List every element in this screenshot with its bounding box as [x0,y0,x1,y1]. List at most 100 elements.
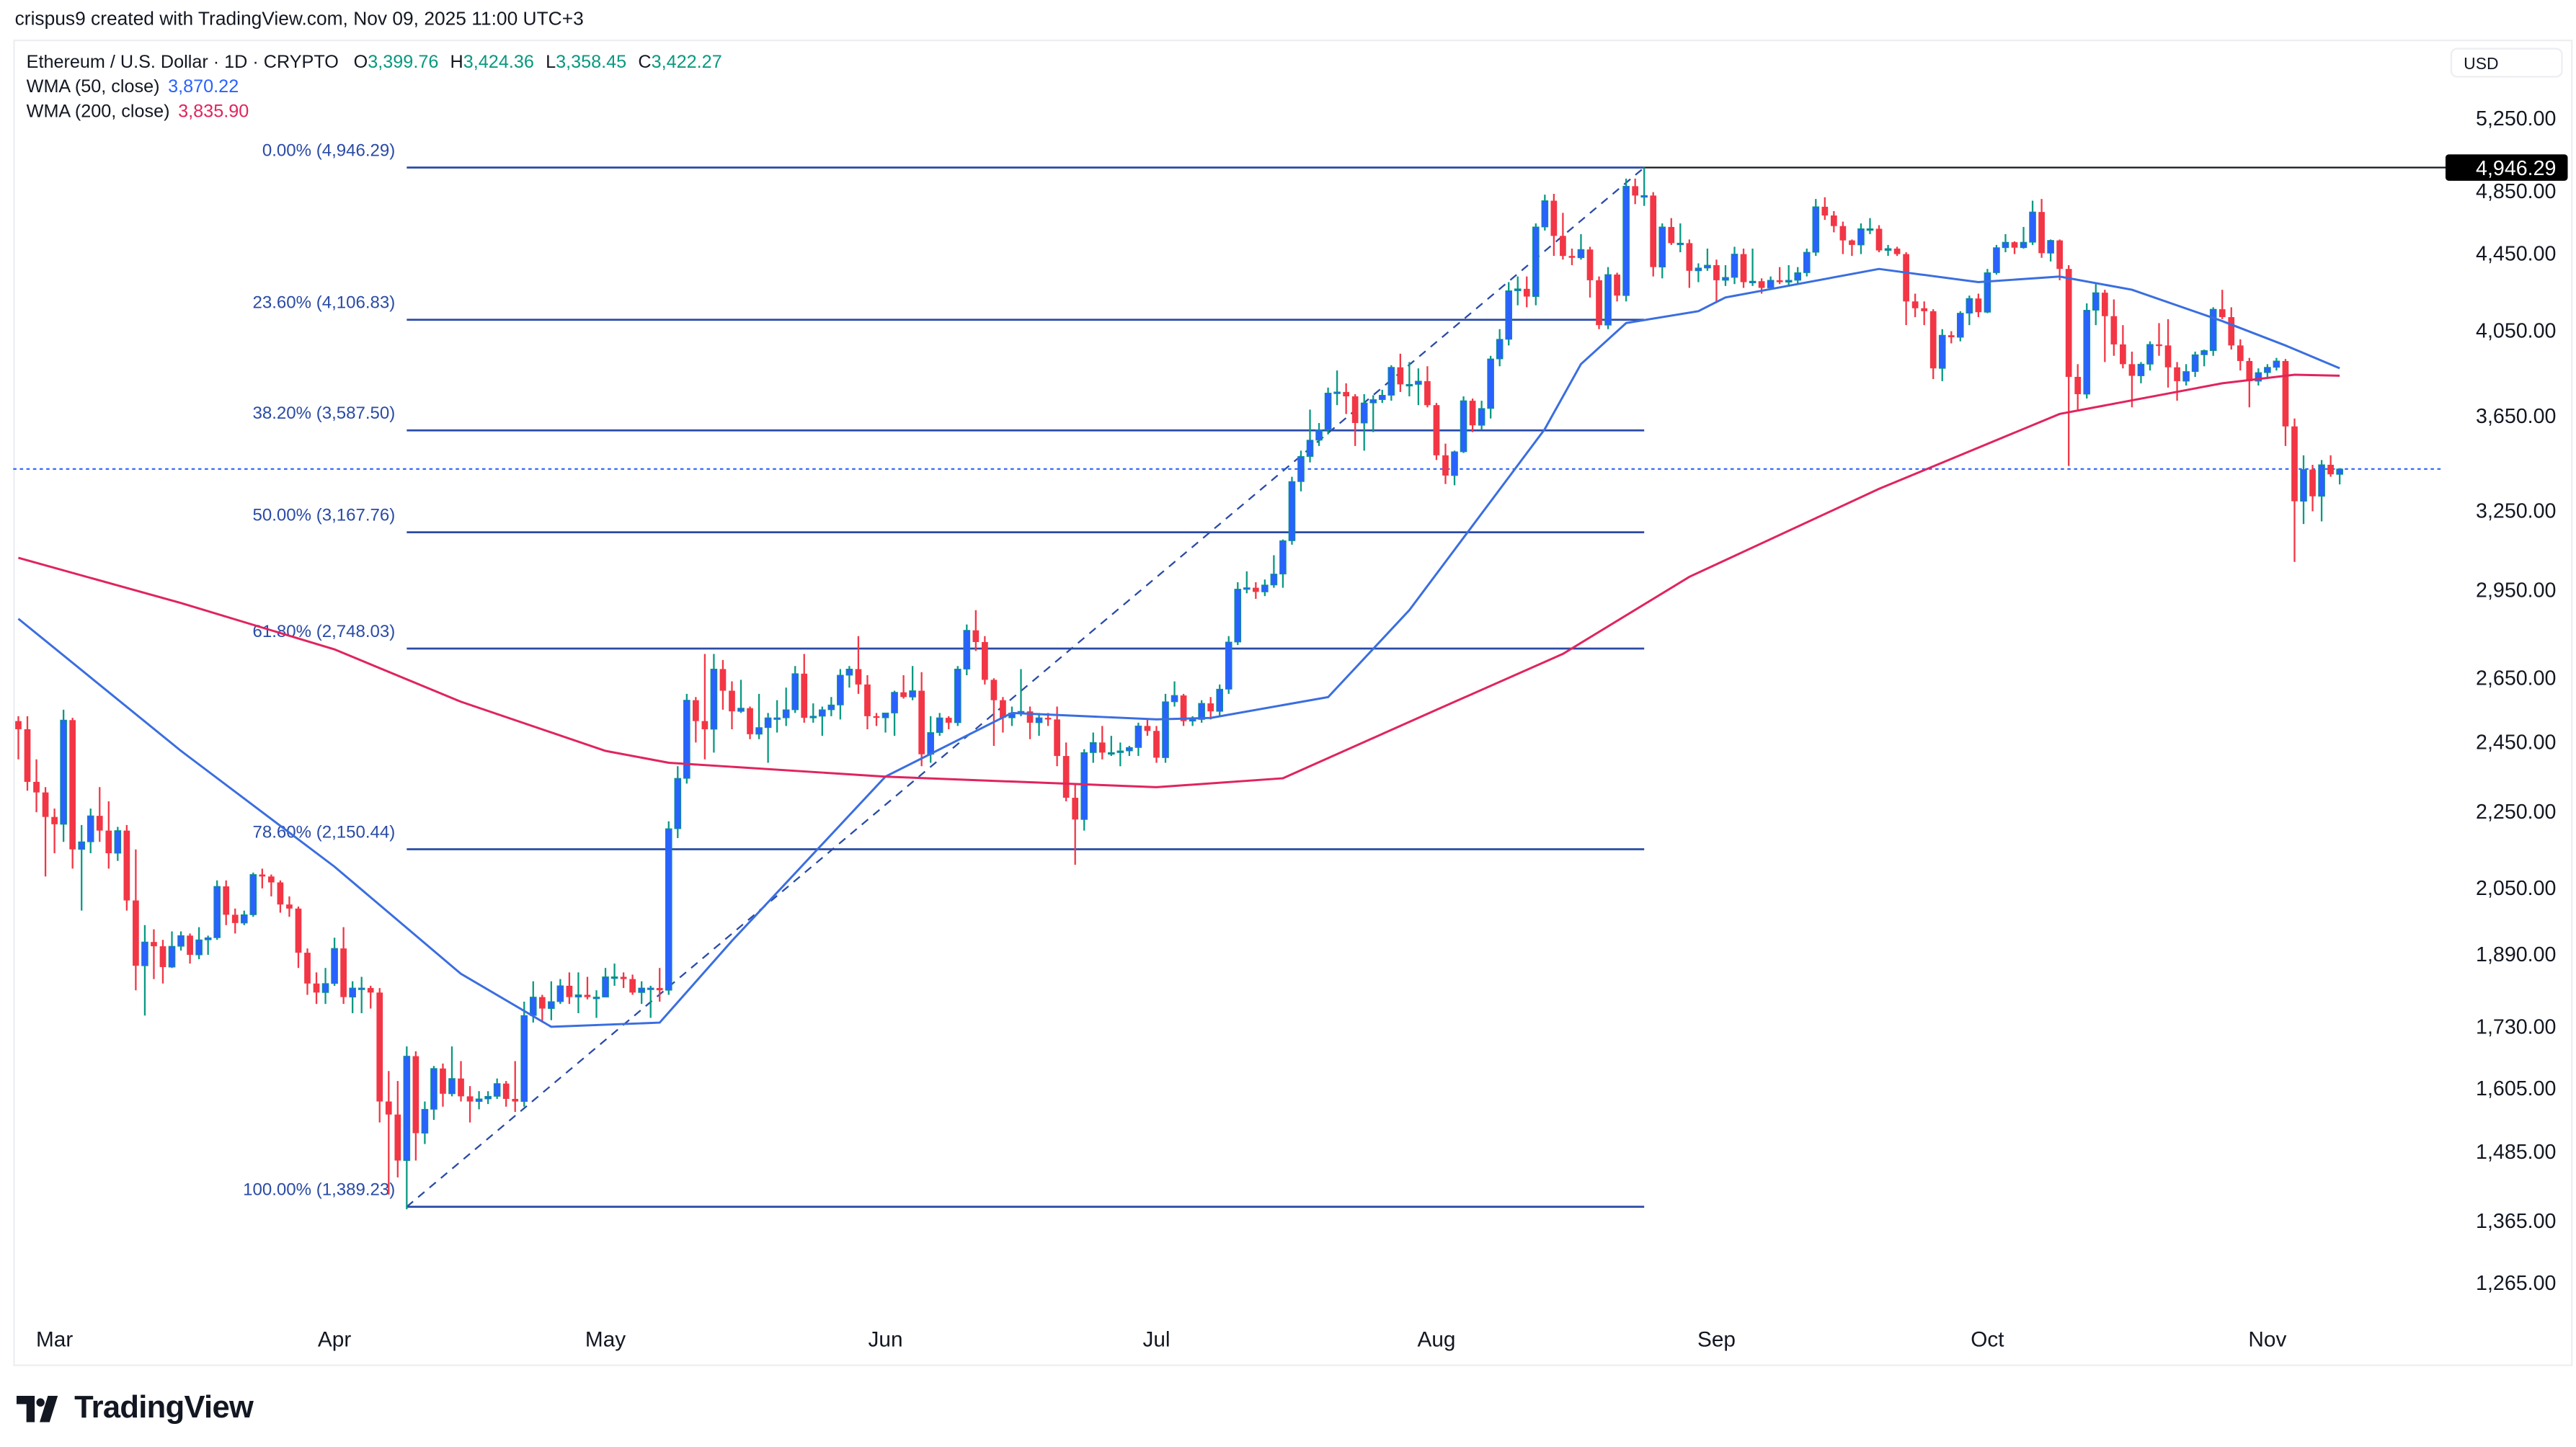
candle-body [1324,392,1332,430]
candle-body [1279,540,1287,575]
time-tick-label: Apr [318,1327,351,1351]
time-tick-label: Jul [1142,1327,1170,1351]
wma50-row[interactable]: WMA (50, close) 3,870.22 [27,76,722,100]
candle-body [1343,391,1349,396]
candle-body [1947,335,1955,338]
candle-body [1054,719,1060,757]
candle-down [313,972,320,1005]
time-axis[interactable]: Mar Apr May Jun Jul Aug Sep Oct Nov [36,1327,2287,1351]
candle-body [1433,405,1440,455]
candle-down [458,1061,464,1102]
candle-body [1478,408,1485,426]
candle-down [1821,197,1829,221]
candle-up [602,968,609,998]
candle-body [1921,308,1928,311]
candle-down [1713,259,1720,302]
candle-down [2011,241,2018,254]
candle-body [1378,395,1386,401]
candle-up [556,979,564,1005]
candle-up [548,981,555,1020]
candle-down [2110,299,2118,356]
candle-body [1180,695,1187,721]
price-tick-label: 1,485.00 [2476,1141,2556,1164]
candle-body [990,680,998,700]
candle-down [2327,455,2334,477]
candle-down [440,1063,446,1107]
candle-body [430,1068,438,1110]
candle-down [2038,199,2045,258]
candle-up [520,1001,528,1107]
candle-body [1261,584,1269,592]
candle-up [683,693,690,784]
candle-down [502,1081,510,1107]
candle-up [2182,364,2190,386]
candle-body [1821,206,1829,216]
candle-body [421,1108,429,1134]
candle-body [1695,267,1702,272]
candle-up [430,1066,438,1120]
candle-body [86,815,94,842]
candle-down [2219,290,2226,319]
price-axis[interactable]: 5,250.00 4,850.00 4,450.00 4,050.00 3,650.00… [2445,107,2568,1295]
candle-body [2146,344,2154,365]
candle-body [1505,290,1513,340]
fib-trend-line[interactable] [406,166,1645,1208]
candle-down [1614,272,1620,302]
candle-body [259,874,266,877]
candle-body [584,994,591,997]
candle-body [2228,317,2235,346]
candle-body [2101,293,2108,316]
candle-up [1378,389,1386,404]
candle-body [827,704,835,711]
symbol-title[interactable]: Ethereum / U.S. Dollar · 1D · CRYPTO [26,53,339,73]
candle-down [1650,192,1657,277]
candle-body [855,669,862,685]
candle-down [801,654,808,723]
candle-body [1875,228,1883,251]
candle-up [665,821,672,995]
candle-body [556,985,564,1002]
candle-up [845,666,853,688]
candle-up [1451,450,1458,486]
candle-up [2264,364,2271,377]
candle-body [42,792,49,817]
candle-body [719,669,727,691]
candle-up [1622,178,1630,302]
candle-up [773,700,781,733]
candle-body [1686,243,1693,271]
candle-body [1351,396,1359,424]
candle-body [349,987,356,998]
currency-button[interactable]: USD [2450,48,2563,78]
fib-retracement[interactable]: 0.00% (4,946.29) 23.60% (4,106.83) 38.20% … [243,141,1645,1208]
candle-body [1758,281,1765,288]
candle-body [2137,363,2145,376]
candle-body [448,1078,456,1095]
price-tick-label: 2,950.00 [2476,579,2556,602]
tradingview-logo[interactable]: TradingView [16,1391,254,1427]
fib-level-label: 23.60% (4,106.83) [253,293,396,313]
candle-up [809,703,817,723]
candle-body [1704,264,1711,269]
candle-body [1252,587,1259,592]
candle-body [1956,313,1964,338]
candle-body [1514,288,1522,291]
candle-body [1929,311,1937,369]
candle-down [1831,210,1837,233]
candle-down [982,636,988,685]
candle-down [2174,362,2180,401]
candle-down [105,801,112,869]
candle-body [2209,308,2217,351]
candle-body [936,717,943,734]
candle-body [1144,726,1151,731]
candle-up [1306,409,1314,463]
wma200-row[interactable]: WMA (200, close) 3,835.90 [27,101,722,125]
candle-up [1333,370,1341,406]
candle-up [1676,223,1684,253]
candle-up [1731,246,1738,285]
candle-up [86,809,94,854]
candle-up [1324,387,1332,435]
candle-up [1460,396,1467,453]
candle-down [1469,399,1476,432]
candle-up [1080,749,1088,831]
